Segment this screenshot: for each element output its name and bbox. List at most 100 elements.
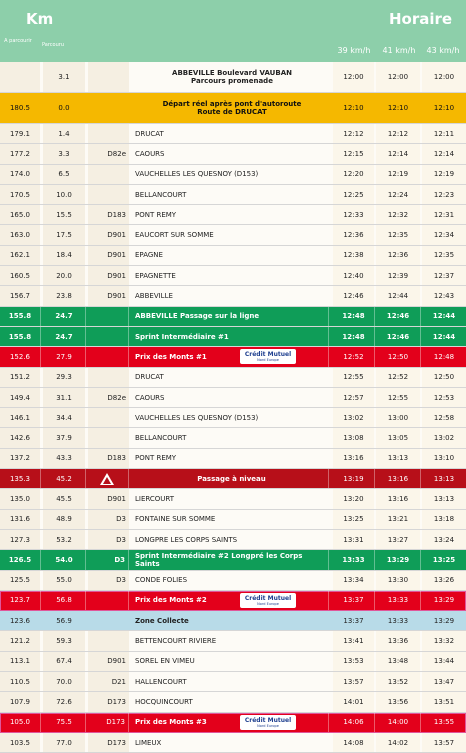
table-row: 3.1 ABBEVILLE Boulevard VAUBAN Parcours pr… <box>0 62 466 93</box>
km-done-cell: 20.0 <box>43 266 85 286</box>
km-done-cell: 72.6 <box>43 692 85 712</box>
place-cell: Prix des Monts #3 <box>133 712 329 732</box>
km-remaining-cell: 146.1 <box>0 408 40 428</box>
km-done-cell: 0.0 <box>43 93 85 123</box>
place-cell: EPAGNETTE <box>133 266 329 285</box>
road-cell: D901 <box>88 266 129 286</box>
time-43-cell-text: 13:29 <box>433 616 455 625</box>
place-name: CONDE FOLIES <box>135 576 188 585</box>
time-41-cell-text: 12:24 <box>387 190 409 199</box>
time-41-cell: 12:55 <box>376 387 420 408</box>
time-39-cell-text: 12:46 <box>343 292 364 301</box>
time-41-cell: 13:16 <box>376 489 420 509</box>
km-remaining-cell: 155.8 <box>0 326 41 347</box>
time-39-cell: 12:10 <box>333 93 374 123</box>
time-41-cell-text: 12:46 <box>386 332 410 341</box>
km-remaining-cell-text: 137.2 <box>9 454 31 463</box>
place-cell: ABBEVILLE Passage sur la ligne <box>133 306 329 326</box>
km-remaining-cell-text: 177.2 <box>9 149 31 158</box>
place-name: CAOURS <box>135 149 165 158</box>
km-remaining-cell-text: 125.5 <box>9 576 31 585</box>
time-39-cell: 13:57 <box>333 672 374 692</box>
time-39-cell: 13:16 <box>333 448 374 469</box>
sponsor-name: Crédit Mutuel <box>244 594 292 602</box>
place-name: ABBEVILLE Boulevard VAUBAN <box>172 69 292 77</box>
km-remaining-cell: 135.0 <box>0 489 40 509</box>
time-39-cell-text: 13:41 <box>343 637 364 646</box>
km-header: Km <box>26 10 54 28</box>
km-remaining-cell-text: 180.5 <box>9 104 31 112</box>
km-done-cell: 77.0 <box>43 732 85 753</box>
time-39-cell: 12:57 <box>333 387 374 408</box>
time-41-cell: 13:29 <box>376 550 421 570</box>
km-done-cell: 54.0 <box>43 550 86 570</box>
km-remaining-cell: 123.6 <box>0 611 40 630</box>
place-name: Départ réel après pont d'autoroute <box>162 100 302 108</box>
sponsor-name: Crédit Mutuel <box>244 351 292 359</box>
table-row: 107.9 72.6 D173 HOCQUINCOURT 14:01 13:56 13:51 <box>0 692 466 713</box>
place-name: EPAGNETTE <box>135 271 176 280</box>
place-cell: Prix des Monts #2 <box>133 590 329 611</box>
km-remaining-cell: 179.1 <box>0 124 40 144</box>
time-39-cell: 12:48 <box>333 306 375 326</box>
time-43-cell-text: 12:10 <box>433 104 455 112</box>
time-41-cell-text: 13:05 <box>387 434 409 443</box>
km-done-cell-text: 56.9 <box>56 616 72 625</box>
place-name: BELLANCOURT <box>135 190 187 199</box>
km-remaining-cell-text: 123.6 <box>9 616 31 625</box>
time-39-cell-text: 14:01 <box>343 697 364 706</box>
time-39-cell-text: 13:20 <box>343 494 364 503</box>
speed-41-header: 41 km/h <box>382 46 416 55</box>
km-done-cell-text: 0.0 <box>58 104 70 112</box>
place-name: DRUCAT <box>135 373 164 382</box>
time-39-cell: 12:52 <box>333 347 375 367</box>
place-cell: ABBEVILLE Boulevard VAUBAN Parcours prome… <box>133 62 329 92</box>
time-41-cell: 12:46 <box>376 306 421 326</box>
time-39-cell-text: 12:40 <box>343 271 364 280</box>
table-row: 155.8 24.7 Sprint Intermédiaire #1 12:48 12:… <box>0 326 466 348</box>
time-43-cell-text: 13:25 <box>432 555 456 564</box>
table-row: 123.6 56.9 Zone Collecte 13:37 13:33 13:29 <box>0 611 466 632</box>
time-41-cell-text: 12:50 <box>387 352 409 361</box>
time-41-cell: 12:44 <box>376 286 420 306</box>
km-done-cell-text: 27.9 <box>56 352 72 361</box>
road-cell: D21 <box>88 672 129 692</box>
km-remaining-cell: 162.1 <box>0 245 40 266</box>
road-cell <box>88 164 129 184</box>
time-41-cell-text: 12:32 <box>387 210 409 219</box>
time-41-cell: 13:21 <box>376 509 420 529</box>
time-39-cell: 12:46 <box>333 286 374 306</box>
time-43-cell-text: 12:44 <box>432 332 456 341</box>
time-43-cell: 12:44 <box>422 327 466 346</box>
km-remaining-cell-text: 146.1 <box>9 413 31 422</box>
place-cell: PONT REMY <box>133 205 329 224</box>
time-43-cell: 12:14 <box>422 144 466 164</box>
km-remaining-cell-text: 155.8 <box>8 332 32 341</box>
time-43-cell: 12:31 <box>422 205 466 225</box>
km-done-cell: 37.9 <box>43 428 85 448</box>
time-41-cell-text: 13:48 <box>387 657 409 666</box>
time-41-cell-text: 13:33 <box>387 616 409 625</box>
time-41-cell: 12:35 <box>376 225 420 245</box>
table-row: 146.1 34.4 VAUCHELLES LES QUESNOY (D153) 13… <box>0 408 466 429</box>
km-remaining-cell-text: 103.5 <box>9 738 31 747</box>
km-remaining-cell: 160.5 <box>0 266 40 286</box>
time-41-cell: 12:32 <box>376 205 420 225</box>
km-done-cell: 45.5 <box>43 489 85 509</box>
km-done-cell: 55.0 <box>43 570 85 590</box>
time-43-cell: 13:29 <box>422 611 466 630</box>
place-cell: HOCQUINCOURT <box>133 692 329 711</box>
km-remaining-cell: 155.8 <box>0 306 41 326</box>
km-done-cell: 1.4 <box>43 124 85 144</box>
road-cell: D173 <box>88 692 129 712</box>
time-43-cell-text: 12:53 <box>433 393 455 402</box>
km-done-cell: 24.7 <box>43 306 86 326</box>
place-name: BELLANCOURT <box>135 434 187 443</box>
time-39-cell-text: 12:55 <box>343 373 364 382</box>
table-row: 113.1 67.4 D901 SOREL EN VIMEU 13:53 13:48 13:… <box>0 651 466 673</box>
road-cell: D3 <box>88 570 129 590</box>
road-cell <box>88 306 129 326</box>
table-row: 110.5 70.0 D21 HALLENCOURT 13:57 13:52 13:47 <box>0 672 466 693</box>
time-39-cell-text: 13:34 <box>343 576 364 585</box>
